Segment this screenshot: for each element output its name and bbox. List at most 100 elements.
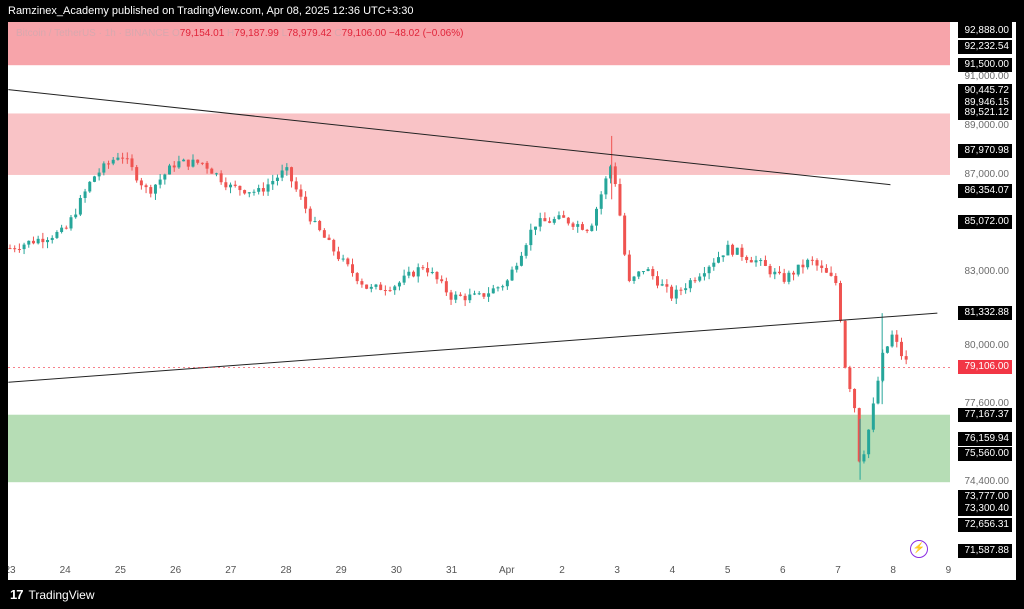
tradingview-logo-icon: 17 bbox=[10, 587, 24, 602]
candle-body bbox=[121, 157, 125, 159]
price-axis-label: 81,332.88 bbox=[958, 306, 1012, 321]
candle-body bbox=[332, 239, 336, 252]
time-axis-label: 23 bbox=[8, 565, 16, 576]
time-axis-label: 29 bbox=[335, 565, 347, 576]
candle-body bbox=[698, 276, 702, 281]
candle-body bbox=[590, 225, 594, 232]
candle-body bbox=[144, 185, 148, 188]
lightning-icon[interactable]: ⚡ bbox=[910, 540, 928, 558]
tradingview-brand-text: TradingView bbox=[28, 587, 95, 602]
candle-body bbox=[257, 188, 261, 192]
candle-body bbox=[716, 257, 720, 263]
candle-body bbox=[834, 275, 838, 284]
price-axis-label: 74,400.00 bbox=[964, 476, 1010, 488]
publisher-line: Ramzinex_Academy published on TradingVie… bbox=[8, 5, 414, 17]
candle-body bbox=[416, 267, 420, 277]
candle-body bbox=[355, 273, 359, 282]
price-axis-label: 77,167.37 bbox=[958, 407, 1012, 422]
candle-body bbox=[871, 403, 875, 430]
time-axis-label: 30 bbox=[390, 565, 402, 576]
price-axis-label: 89,000.00 bbox=[964, 120, 1010, 132]
price-axis-label: 72,656.31 bbox=[958, 517, 1012, 532]
candle-body bbox=[266, 184, 270, 192]
candle-body bbox=[102, 163, 106, 173]
price-axis-label: 93,476.34 bbox=[958, 22, 1012, 25]
candle-body bbox=[651, 269, 655, 277]
price-axis-label: 73,300.40 bbox=[958, 502, 1012, 517]
price-axis-label: 85,072.00 bbox=[958, 214, 1012, 229]
candle-body bbox=[721, 255, 725, 258]
candle-body bbox=[566, 217, 570, 224]
candle-body bbox=[904, 356, 908, 360]
candle-body bbox=[444, 281, 448, 293]
candle-body bbox=[440, 279, 444, 282]
candle-body bbox=[31, 240, 35, 244]
candle-body bbox=[815, 260, 819, 266]
price-axis-label: 89,521.12 bbox=[958, 106, 1012, 121]
candle-body bbox=[848, 367, 852, 389]
candle-body bbox=[670, 286, 674, 299]
price-chart[interactable] bbox=[8, 22, 1016, 580]
high-value: 79,187.99 bbox=[234, 28, 279, 39]
candle-body bbox=[777, 271, 781, 274]
candle-body bbox=[383, 290, 387, 292]
candle-body bbox=[473, 293, 477, 295]
candle-body bbox=[379, 284, 383, 291]
ohlc-legend: Bitcoin / TetherUS · 1h · BINANCE O79,15… bbox=[16, 28, 464, 39]
candle-body bbox=[214, 173, 218, 175]
candle-body bbox=[308, 208, 312, 222]
candle-body bbox=[412, 271, 416, 277]
candle-body bbox=[78, 197, 82, 215]
time-axis-label: 8 bbox=[890, 565, 896, 576]
candle-body bbox=[74, 214, 78, 218]
candle-body bbox=[524, 245, 528, 256]
candle-body bbox=[252, 191, 256, 193]
candle-body bbox=[862, 454, 866, 462]
candle-body bbox=[637, 271, 641, 277]
candle-body bbox=[294, 181, 298, 190]
candle-body bbox=[22, 244, 26, 250]
candle-body bbox=[806, 259, 810, 268]
candle-body bbox=[247, 192, 251, 194]
candle-body bbox=[55, 232, 59, 238]
time-axis-label: 9 bbox=[945, 565, 952, 576]
candle-body bbox=[200, 162, 204, 164]
candle-body bbox=[454, 294, 458, 300]
candle-body bbox=[749, 260, 753, 263]
candle-body bbox=[796, 264, 800, 275]
price-axis-label: 90,445.72 bbox=[958, 83, 1012, 98]
candle-body bbox=[351, 264, 355, 274]
candle-body bbox=[529, 229, 533, 246]
candle-body bbox=[224, 182, 228, 188]
candle-body bbox=[759, 260, 763, 262]
candle-body bbox=[172, 165, 176, 168]
candle-body bbox=[186, 159, 190, 167]
candle-body bbox=[899, 341, 903, 357]
tradingview-logo[interactable]: 17 TradingView bbox=[10, 587, 95, 602]
candle-body bbox=[13, 248, 17, 250]
candle-body bbox=[397, 282, 401, 287]
candle-body bbox=[92, 176, 96, 182]
time-axis-label: Apr bbox=[499, 565, 515, 576]
time-axis-label: 27 bbox=[225, 565, 237, 576]
candle-body bbox=[238, 185, 242, 191]
candle-body bbox=[735, 247, 739, 255]
candle-body bbox=[191, 159, 195, 167]
candle-body bbox=[463, 295, 467, 301]
candle-body bbox=[543, 218, 547, 222]
candle-body bbox=[468, 294, 472, 301]
candle-body bbox=[773, 271, 777, 275]
candle-body bbox=[820, 265, 824, 268]
candle-body bbox=[623, 215, 627, 255]
candle-body bbox=[421, 267, 425, 269]
candle-body bbox=[510, 269, 514, 281]
candle-body bbox=[17, 249, 21, 251]
candle-body bbox=[210, 168, 214, 174]
candle-body bbox=[665, 284, 669, 287]
candle-body bbox=[552, 218, 556, 223]
candle-body bbox=[407, 271, 411, 276]
candle-body bbox=[271, 180, 275, 185]
price-axis-label: 73,777.00 bbox=[958, 490, 1012, 505]
candle-body bbox=[327, 237, 331, 240]
chart-area[interactable]: Bitcoin / TetherUS · 1h · BINANCE O79,15… bbox=[8, 22, 1016, 580]
